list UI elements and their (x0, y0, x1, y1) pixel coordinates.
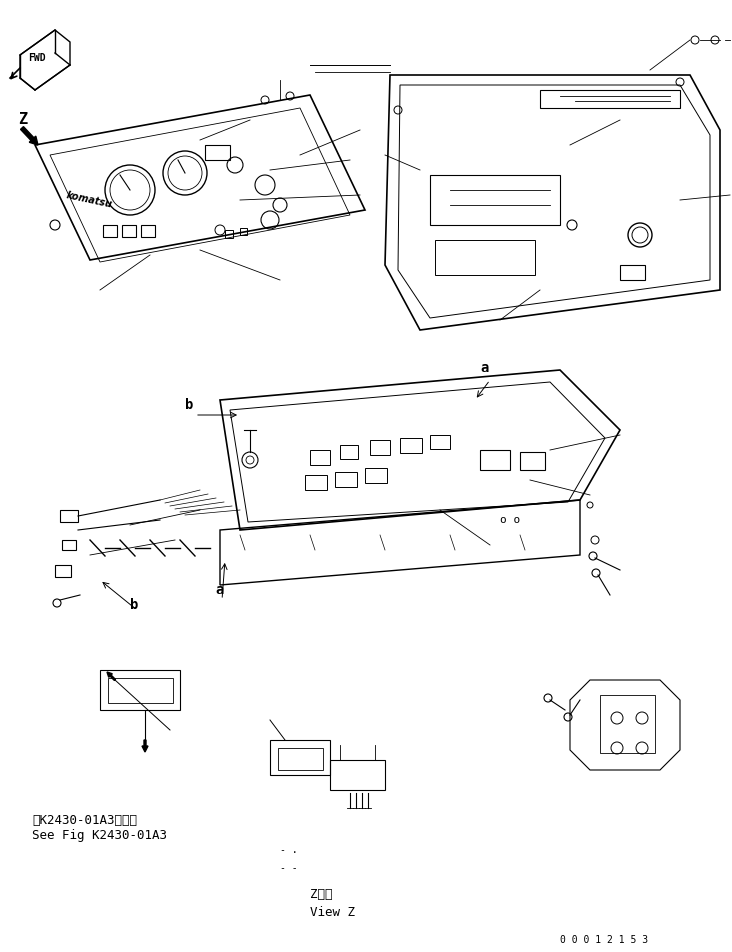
Bar (141, 225, 155, 237)
Bar (600, 695, 655, 753)
Text: a: a (480, 361, 488, 375)
Bar (620, 265, 645, 280)
Text: b: b (130, 598, 138, 612)
Text: o o: o o (500, 515, 520, 525)
Bar (340, 445, 358, 459)
Bar (270, 740, 330, 775)
Bar (60, 510, 78, 522)
Text: - .: - . (280, 845, 298, 855)
Text: a: a (215, 583, 223, 597)
FancyArrow shape (107, 672, 116, 681)
Bar (435, 240, 535, 275)
Bar (430, 435, 450, 449)
Bar (430, 175, 560, 225)
Bar (310, 450, 330, 465)
FancyArrow shape (20, 127, 38, 145)
Bar (62, 540, 76, 550)
Text: 第K2430-01A3図参照: 第K2430-01A3図参照 (32, 814, 137, 826)
Text: Z　視: Z 視 (310, 888, 332, 902)
Bar (365, 468, 387, 483)
Bar (240, 228, 247, 235)
Bar (103, 225, 117, 237)
Text: See Fig K2430-01A3: See Fig K2430-01A3 (32, 828, 167, 842)
Text: komatsu: komatsu (65, 190, 113, 209)
Bar (370, 440, 390, 455)
Bar (330, 760, 385, 790)
Bar (305, 475, 327, 490)
Bar (335, 472, 357, 487)
Bar (55, 565, 71, 577)
Bar (122, 225, 136, 237)
Text: 0 0 0 1 2 1 5 3: 0 0 0 1 2 1 5 3 (560, 935, 648, 945)
Bar (108, 678, 173, 703)
Text: FWD: FWD (28, 53, 45, 63)
Bar (205, 145, 230, 160)
Bar (400, 438, 422, 453)
Text: b: b (185, 398, 193, 412)
Text: - -: - - (280, 863, 298, 873)
Bar (520, 452, 545, 470)
Text: View Z: View Z (310, 905, 355, 919)
Bar (278, 748, 323, 770)
Bar (100, 670, 180, 710)
FancyArrow shape (142, 740, 148, 752)
Text: Z: Z (18, 112, 27, 128)
Bar (225, 230, 233, 238)
Bar (480, 450, 510, 470)
